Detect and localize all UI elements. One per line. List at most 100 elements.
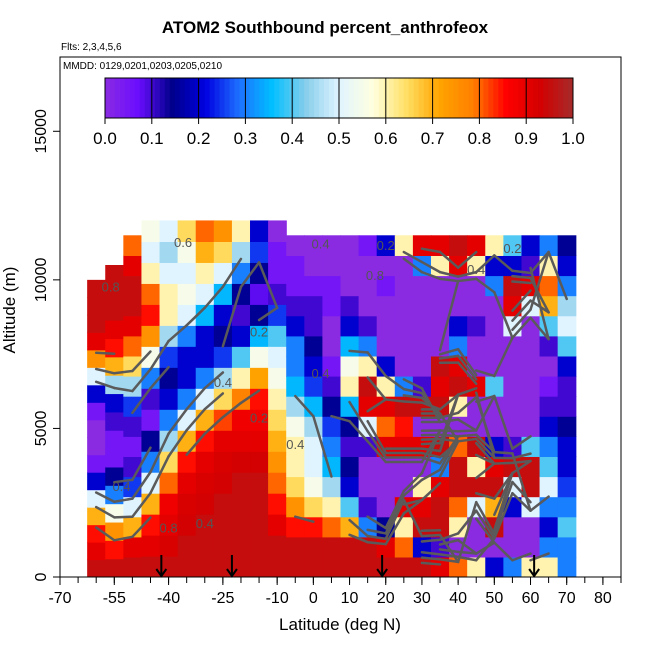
heatmap-cell (485, 275, 504, 297)
contour-line-0.4 (312, 414, 333, 478)
colorbar-tick-label: 0.1 (140, 129, 164, 148)
contour-line-0.2 (474, 517, 496, 544)
heatmap-cell (304, 456, 324, 478)
contour-line-0.4 (366, 351, 387, 378)
colorbar-swatch (533, 78, 539, 118)
contour-line-0.6 (131, 491, 152, 518)
contour-line-0.6 (94, 505, 116, 519)
heatmap-cell (449, 235, 468, 256)
heatmap-cell (286, 416, 305, 437)
heatmap-cell (539, 456, 559, 478)
contour-line-0.2 (493, 290, 514, 340)
contour-line-0.6 (420, 533, 442, 538)
heatmap-cell (485, 355, 504, 377)
heatmap-cell (268, 472, 287, 494)
heatmap-cell (213, 451, 233, 473)
contour-line-0.6 (511, 452, 532, 460)
contour-label: 0.6 (174, 235, 192, 250)
heatmap-cell (503, 536, 523, 558)
heatmap-cell (123, 416, 143, 437)
heatmap-cell (394, 536, 414, 558)
heatmap-cell (304, 235, 324, 256)
heatmap-cell (177, 409, 197, 431)
heatmap-cell (141, 430, 161, 452)
contour-line-0.8 (511, 289, 532, 312)
contour-label: 0.4 (467, 262, 485, 277)
colorbar-swatch (159, 78, 166, 118)
colorbar-swatch (169, 78, 176, 118)
contour-line-0.4 (348, 349, 369, 354)
heatmap-cell (340, 536, 360, 558)
heatmap-cell (231, 325, 251, 347)
contour-line-0.6 (438, 440, 460, 478)
heatmap-cell (557, 416, 577, 437)
heatmap-cell (250, 430, 269, 452)
heatmap-cell (394, 416, 414, 437)
y-tick-label: 5000 (33, 411, 50, 447)
heatmap-cell (340, 416, 360, 437)
x-tick-label: 30 (413, 590, 431, 607)
contour-line-0.4 (456, 555, 478, 562)
heatmap-cell (412, 556, 432, 577)
contour-line-0.6 (94, 367, 116, 375)
contour-line-0.2 (257, 261, 279, 310)
contour-line-0.4 (420, 538, 442, 543)
heatmap-cell (430, 516, 450, 538)
heatmap-cell (539, 255, 559, 277)
heatmap-cell (286, 396, 305, 417)
heatmap-cell (231, 514, 251, 536)
heatmap-cell (521, 255, 541, 277)
heatmap-cell (159, 220, 179, 242)
heatmap-cell (376, 416, 396, 437)
heatmap-cell (503, 416, 523, 437)
heatmap-cell (159, 409, 179, 431)
contour-line-0.8 (348, 533, 369, 544)
contour-line-0.6 (167, 428, 188, 458)
contour-line-0.4 (420, 260, 442, 274)
heatmap-cell (268, 325, 287, 347)
heatmap-cell (557, 396, 577, 417)
heatmap-cell (268, 241, 287, 263)
heatmap-cell (557, 255, 577, 277)
contour-line-0.4 (131, 470, 152, 500)
contour-line-0.4 (384, 374, 406, 391)
heatmap-cell (394, 396, 414, 417)
heatmap-cell (87, 349, 106, 368)
heatmap-cell (322, 255, 342, 277)
heatmap-cell (123, 396, 143, 417)
heatmap-cell (322, 275, 342, 297)
heatmap-cell (105, 558, 124, 577)
contour-line-0.4 (366, 528, 387, 535)
heatmap-cell (87, 437, 106, 456)
heatmap-cell (195, 493, 215, 515)
heatmap-cell (304, 476, 324, 498)
colorbar-swatch (548, 78, 554, 118)
heatmap-cell (213, 367, 233, 389)
heatmap-cell (231, 304, 251, 326)
heatmap-cell (268, 367, 287, 389)
heatmap-cell (177, 472, 197, 494)
heatmap-cell (105, 540, 124, 560)
contour-line-0.4 (438, 270, 460, 278)
contour-line-0.4 (348, 400, 369, 433)
colorbar-swatch (264, 78, 270, 118)
heatmap-cell (376, 335, 396, 357)
colorbar-swatch (388, 78, 395, 118)
heatmap-cell (286, 295, 305, 317)
heatmap-cell (286, 476, 305, 498)
contour-line-0.8 (493, 471, 514, 500)
colorbar-swatch (543, 78, 549, 118)
heatmap-cell (539, 396, 559, 417)
heatmap-cell (286, 456, 305, 478)
heatmap-cell (557, 315, 577, 337)
colorbar-tick-label: 0.3 (234, 129, 258, 148)
heatmap-cell (322, 315, 342, 337)
heatmap-cell (231, 367, 251, 389)
heatmap-cell (177, 325, 197, 347)
contour-line-0.6 (420, 437, 442, 441)
colorbar-swatch (428, 78, 435, 118)
heatmap-cell (539, 556, 559, 577)
heatmap-cell (322, 235, 342, 256)
heatmap-cell (231, 220, 251, 242)
heatmap-cell (521, 476, 541, 498)
